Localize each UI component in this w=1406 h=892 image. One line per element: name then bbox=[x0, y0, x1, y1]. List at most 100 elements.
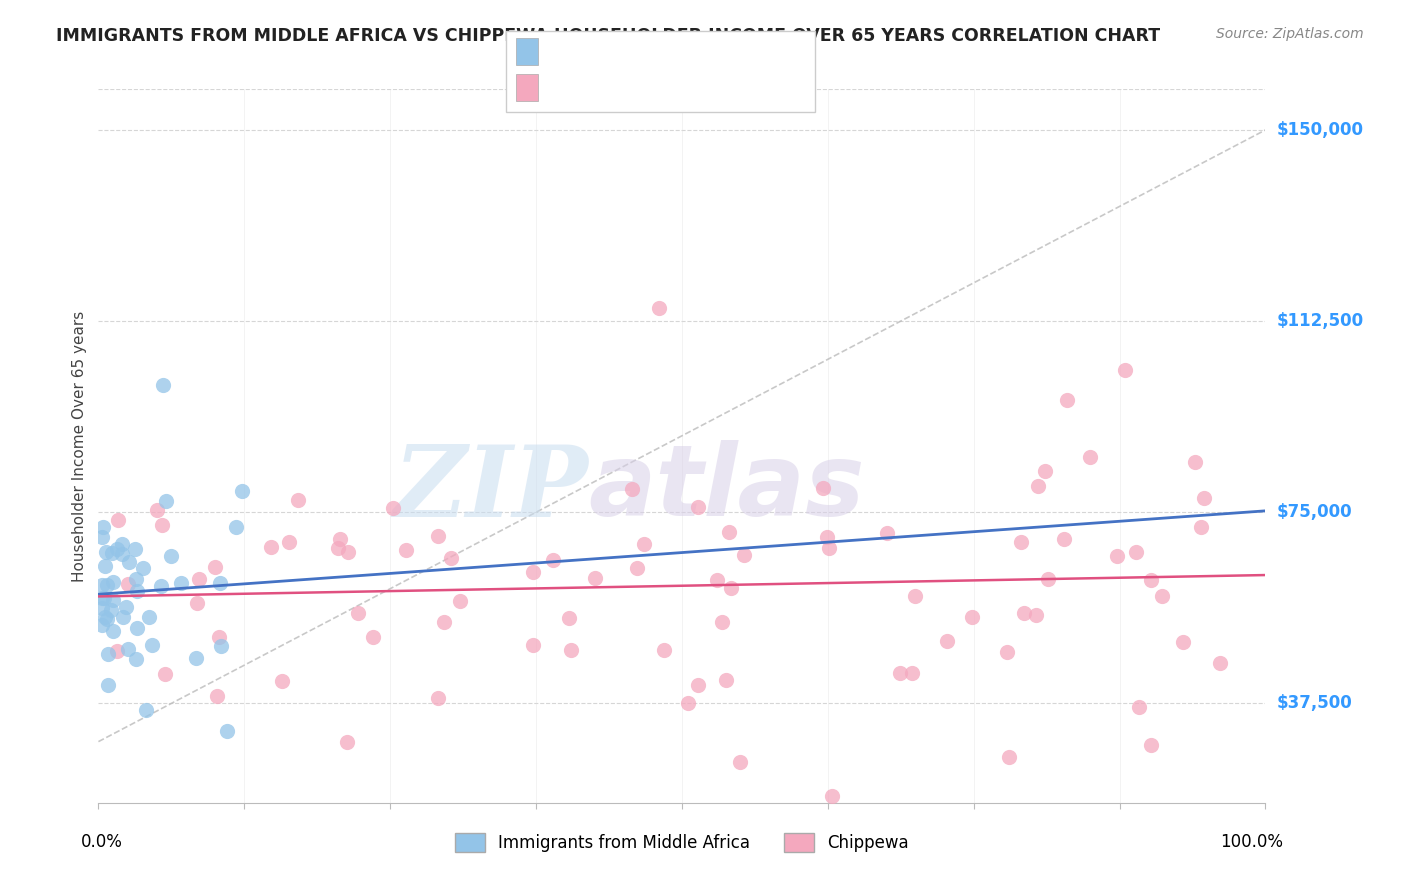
Point bbox=[1010, 535, 1032, 549]
Point bbox=[134, 704, 156, 718]
Point bbox=[995, 645, 1018, 659]
Point bbox=[141, 638, 163, 652]
Point bbox=[336, 735, 359, 749]
Point bbox=[652, 643, 675, 657]
Point bbox=[260, 540, 283, 554]
Point bbox=[169, 576, 191, 591]
Legend: Immigrants from Middle Africa, Chippewa: Immigrants from Middle Africa, Chippewa bbox=[449, 826, 915, 859]
Point bbox=[815, 530, 838, 544]
Point bbox=[101, 546, 124, 560]
Point bbox=[1152, 589, 1174, 603]
Point bbox=[821, 789, 844, 803]
Point bbox=[633, 537, 655, 551]
Point bbox=[1035, 464, 1057, 478]
Point bbox=[208, 575, 231, 590]
Point bbox=[115, 599, 138, 614]
Point bbox=[717, 524, 740, 539]
Point bbox=[207, 630, 229, 644]
Point bbox=[125, 621, 148, 635]
Point bbox=[541, 553, 564, 567]
Point bbox=[124, 542, 146, 557]
Point bbox=[558, 610, 581, 624]
Point bbox=[132, 561, 155, 575]
Text: 0.0%: 0.0% bbox=[82, 833, 122, 851]
Text: R =: R = bbox=[548, 37, 582, 55]
Point bbox=[270, 673, 292, 688]
Point bbox=[278, 535, 301, 549]
Point bbox=[583, 570, 606, 584]
Point bbox=[96, 647, 118, 661]
Point bbox=[91, 520, 114, 534]
Point bbox=[90, 601, 112, 615]
Text: $112,500: $112,500 bbox=[1277, 312, 1364, 330]
Point bbox=[105, 542, 128, 557]
Point bbox=[205, 689, 228, 703]
Point bbox=[876, 526, 898, 541]
Text: 0.317: 0.317 bbox=[588, 37, 644, 55]
Text: $75,000: $75,000 bbox=[1277, 503, 1353, 521]
Point bbox=[901, 666, 924, 681]
Point bbox=[1014, 606, 1036, 620]
Point bbox=[186, 596, 208, 610]
Point bbox=[152, 517, 174, 532]
Point bbox=[1025, 607, 1047, 622]
Point bbox=[287, 492, 309, 507]
Point bbox=[96, 612, 118, 626]
Point bbox=[328, 541, 350, 555]
Text: R =: R = bbox=[548, 76, 582, 94]
Point bbox=[522, 565, 544, 579]
Point bbox=[125, 572, 148, 586]
Point bbox=[449, 594, 471, 608]
Point bbox=[1192, 491, 1215, 505]
Point bbox=[1184, 455, 1206, 469]
Point bbox=[395, 542, 418, 557]
Point bbox=[94, 545, 117, 559]
Point bbox=[100, 602, 122, 616]
Point bbox=[97, 678, 120, 692]
Point bbox=[117, 642, 139, 657]
Point bbox=[103, 624, 125, 638]
Point bbox=[647, 301, 669, 316]
Point bbox=[889, 665, 911, 680]
Text: N =: N = bbox=[644, 37, 678, 55]
Text: 46: 46 bbox=[679, 37, 704, 55]
Text: N =: N = bbox=[644, 76, 678, 94]
Point bbox=[117, 577, 139, 591]
Text: ZIP: ZIP bbox=[394, 441, 589, 537]
Text: Source: ZipAtlas.com: Source: ZipAtlas.com bbox=[1216, 27, 1364, 41]
Point bbox=[152, 377, 174, 392]
Point bbox=[150, 579, 173, 593]
Point bbox=[997, 750, 1019, 764]
Text: atlas: atlas bbox=[589, 441, 865, 537]
Point bbox=[90, 530, 112, 544]
Point bbox=[678, 696, 700, 710]
Point bbox=[733, 548, 755, 562]
Point bbox=[1105, 549, 1128, 563]
Point bbox=[1114, 362, 1136, 376]
Point bbox=[522, 639, 544, 653]
Y-axis label: Householder Income Over 65 years: Householder Income Over 65 years bbox=[72, 310, 87, 582]
Point bbox=[111, 547, 134, 561]
Point bbox=[329, 532, 352, 546]
Point bbox=[101, 575, 124, 590]
Point bbox=[125, 584, 148, 599]
Point bbox=[336, 545, 359, 559]
Point bbox=[714, 673, 737, 687]
Point bbox=[90, 618, 112, 632]
Text: 0.155: 0.155 bbox=[588, 76, 644, 94]
Point bbox=[118, 555, 141, 569]
Point bbox=[432, 615, 454, 630]
Point bbox=[93, 591, 115, 605]
Point bbox=[427, 529, 450, 543]
Point bbox=[730, 755, 752, 769]
Point bbox=[363, 630, 385, 644]
Text: 82: 82 bbox=[679, 76, 704, 94]
Point bbox=[1128, 699, 1150, 714]
Point bbox=[1209, 657, 1232, 671]
Point bbox=[711, 615, 734, 629]
Point bbox=[1139, 574, 1161, 588]
Point bbox=[186, 650, 208, 665]
Point bbox=[1078, 450, 1101, 464]
Point bbox=[382, 500, 405, 515]
Point bbox=[426, 690, 449, 705]
